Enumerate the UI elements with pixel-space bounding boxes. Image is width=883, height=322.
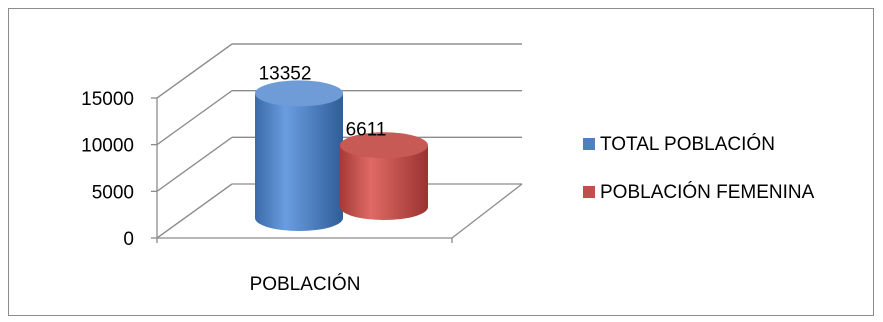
legend-swatch-femenina	[583, 186, 595, 198]
gridline-diagonal	[156, 183, 233, 239]
y-tick-label: 5000	[92, 182, 134, 203]
y-tick-label: 0	[123, 229, 134, 250]
gridline-diagonal	[156, 136, 233, 192]
y-tick-labels: 0 5000 10000 15000	[81, 89, 134, 250]
bar-total-poblacion	[255, 93, 343, 231]
y-tick-label: 10000	[81, 136, 134, 157]
gridline-diagonal	[156, 90, 233, 146]
gridline-diagonal	[156, 43, 233, 99]
data-labels: 13352 6611	[259, 63, 387, 140]
legend-label-total: TOTAL POBLACIÓN	[600, 133, 775, 155]
legend: TOTAL POBLACIÓN POBLACIÓN FEMENINA	[583, 133, 815, 203]
data-label: 13352	[259, 63, 312, 84]
x-tick-label: POBLACIÓN	[250, 273, 361, 295]
floor-right-edge	[451, 183, 523, 239]
y-tick-label: 15000	[81, 89, 134, 110]
bar-poblacion-femenina	[340, 145, 428, 220]
bar-top-cap	[255, 80, 343, 107]
data-label: 6611	[346, 119, 387, 140]
legend-swatch-total	[583, 138, 595, 150]
chart-frame	[8, 8, 874, 316]
legend-label-femenina: POBLACIÓN FEMENINA	[600, 181, 815, 203]
bar-top-cap	[340, 132, 428, 159]
bars	[255, 80, 428, 231]
